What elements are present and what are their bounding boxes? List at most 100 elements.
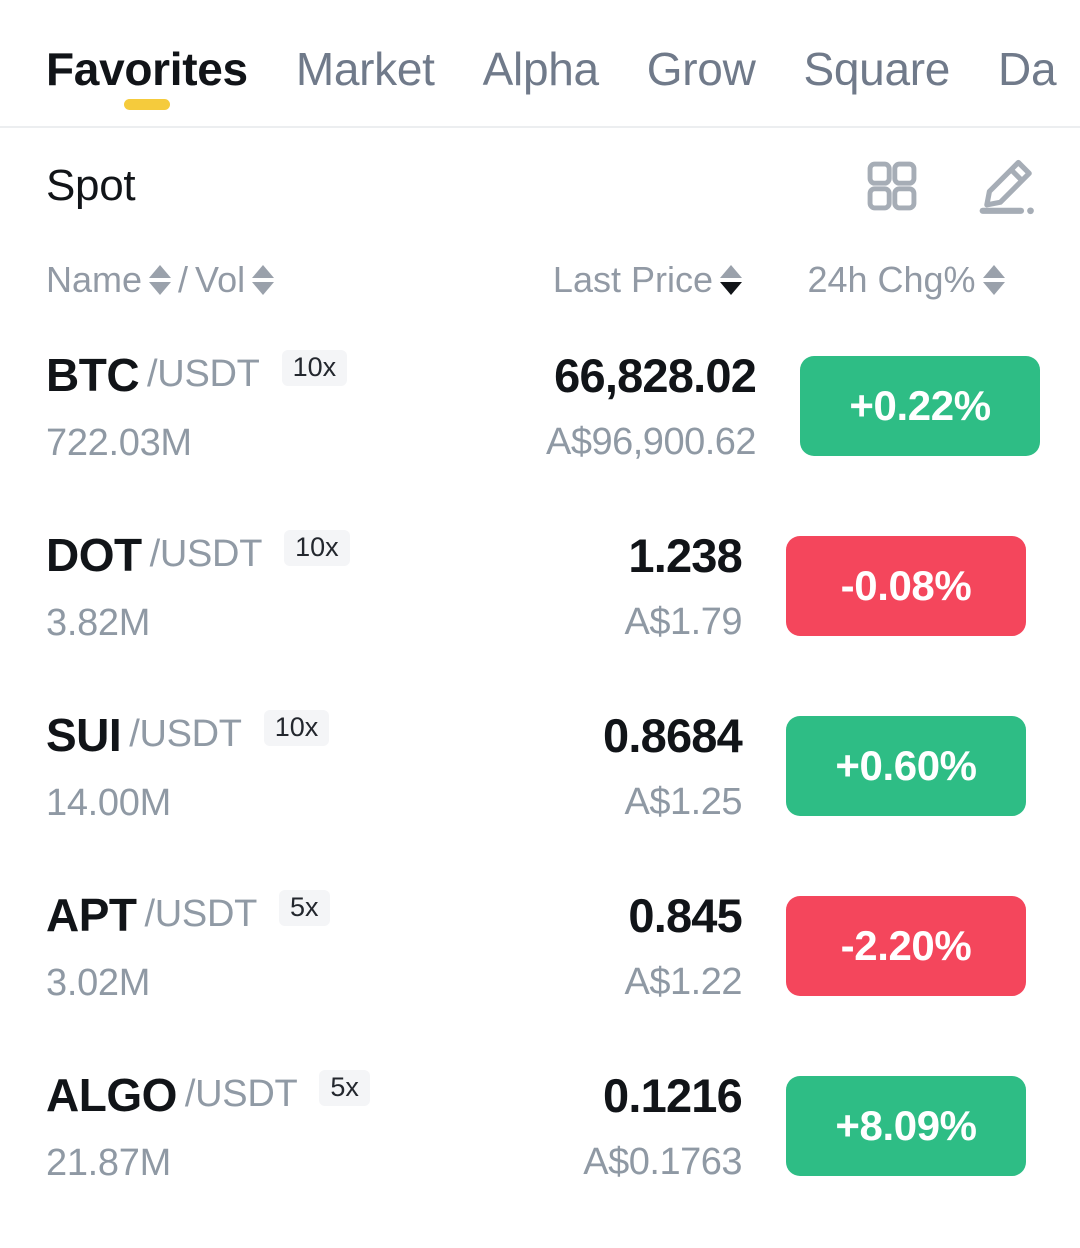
sort-asc-arrow bbox=[720, 265, 742, 278]
change-badge[interactable]: -0.08% bbox=[786, 536, 1026, 636]
last-price: 0.845 bbox=[628, 889, 742, 942]
spot-header-actions bbox=[864, 155, 1038, 217]
column-header-separator: / bbox=[178, 259, 189, 300]
tab-favorites[interactable]: Favorites bbox=[46, 0, 248, 110]
table-column-headers: Name / Vol Last Price 24h Chg% bbox=[0, 244, 1080, 316]
pair-cell: SUI /USDT 10x 14.00M bbox=[46, 708, 546, 825]
change-badge[interactable]: +8.09% bbox=[786, 1076, 1026, 1176]
change-cell: +0.22% bbox=[764, 356, 1054, 456]
column-header-last-price-label: Last Price bbox=[552, 259, 713, 300]
grid-icon bbox=[867, 161, 917, 211]
table-row[interactable]: SUI /USDT 10x 14.00M 0.8684 A$1.25 +0.60… bbox=[46, 676, 1040, 856]
last-price: 1.238 bbox=[628, 529, 742, 582]
column-header-vol-label: Vol bbox=[195, 259, 246, 300]
table-row[interactable]: DOT /USDT 10x 3.82M 1.238 A$1.79 -0.08% bbox=[46, 496, 1040, 676]
tab-favorites-label: Favorites bbox=[46, 43, 248, 95]
page-title: Spot bbox=[46, 161, 136, 210]
change-cell: -0.08% bbox=[750, 536, 1040, 636]
sort-asc-arrow bbox=[149, 265, 172, 278]
leverage-badge: 10x bbox=[263, 709, 330, 746]
pair-cell: BTC /USDT 10x 722.03M bbox=[46, 348, 546, 465]
column-header-change-label: 24h Chg% bbox=[807, 259, 976, 300]
sort-asc-arrow bbox=[982, 265, 1005, 278]
column-header-change[interactable]: 24h Chg% bbox=[750, 259, 1040, 301]
change-cell: +0.60% bbox=[750, 716, 1040, 816]
price-cell: 0.845 A$1.22 bbox=[546, 888, 750, 1004]
sort-desc-arrow bbox=[149, 282, 172, 295]
top-tab-bar: Favorites Market Alpha Grow Square Da bbox=[0, 0, 1080, 128]
price-cell: 0.1216 A$0.1763 bbox=[546, 1068, 750, 1184]
pair-name-line: ALGO /USDT 5x bbox=[46, 1068, 546, 1122]
pair-volume: 722.03M bbox=[46, 421, 192, 464]
pair-name-line: DOT /USDT 10x bbox=[46, 528, 546, 582]
column-header-name-label: Name bbox=[46, 259, 143, 300]
active-tab-indicator bbox=[123, 99, 170, 110]
column-header-last-price[interactable]: Last Price bbox=[546, 259, 750, 301]
pair-symbol: DOT bbox=[46, 528, 142, 581]
pair-name-line: BTC /USDT 10x bbox=[46, 348, 546, 402]
leverage-badge: 10x bbox=[281, 349, 348, 386]
pair-quote: /USDT bbox=[149, 533, 263, 575]
sort-desc-arrow bbox=[252, 282, 275, 295]
sort-desc-arrow-active bbox=[720, 282, 742, 295]
pair-symbol: APT bbox=[46, 888, 137, 941]
spot-section-header: Spot bbox=[0, 128, 1080, 244]
price-cell: 0.8684 A$1.25 bbox=[546, 708, 750, 824]
column-header-name-vol[interactable]: Name / Vol bbox=[46, 259, 546, 301]
sort-toggle-last-price[interactable] bbox=[720, 265, 742, 295]
price-cell: 1.238 A$1.79 bbox=[546, 528, 750, 644]
table-row[interactable]: ALGO /USDT 5x 21.87M 0.1216 A$0.1763 +8.… bbox=[46, 1036, 1040, 1216]
pair-symbol: ALGO bbox=[46, 1068, 177, 1121]
pair-cell: ALGO /USDT 5x 21.87M bbox=[46, 1068, 546, 1185]
fiat-price: A$96,900.62 bbox=[546, 421, 757, 463]
pair-quote: /USDT bbox=[184, 1073, 298, 1115]
pair-quote: /USDT bbox=[129, 713, 242, 755]
pair-volume: 3.02M bbox=[46, 961, 151, 1004]
tab-square[interactable]: Square bbox=[804, 0, 951, 96]
pair-quote: /USDT bbox=[147, 353, 260, 395]
fiat-price: A$1.79 bbox=[624, 601, 743, 643]
tab-data[interactable]: Da bbox=[998, 0, 1057, 96]
price-cell: 66,828.02 A$96,900.62 bbox=[546, 348, 764, 464]
change-badge[interactable]: -2.20% bbox=[786, 896, 1026, 996]
tab-market[interactable]: Market bbox=[296, 0, 435, 96]
leverage-badge: 5x bbox=[279, 889, 330, 926]
fiat-price: A$0.1763 bbox=[583, 1141, 742, 1183]
tab-grow[interactable]: Grow bbox=[647, 0, 756, 96]
pair-symbol: BTC bbox=[46, 348, 140, 401]
grid-view-button[interactable] bbox=[864, 158, 920, 214]
leverage-badge: 5x bbox=[319, 1069, 370, 1106]
sort-toggle-change[interactable] bbox=[982, 265, 1005, 295]
pair-name-line: APT /USDT 5x bbox=[46, 888, 546, 942]
pair-name-line: SUI /USDT 10x bbox=[46, 708, 546, 762]
edit-list-button[interactable] bbox=[976, 155, 1038, 217]
tab-market-label: Market bbox=[295, 43, 435, 95]
tab-alpha-label: Alpha bbox=[482, 43, 599, 95]
last-price: 0.8684 bbox=[603, 709, 743, 762]
fiat-price: A$1.25 bbox=[624, 781, 743, 823]
tab-alpha[interactable]: Alpha bbox=[483, 0, 599, 96]
pair-cell: DOT /USDT 10x 3.82M bbox=[46, 528, 546, 645]
change-badge[interactable]: +0.60% bbox=[786, 716, 1026, 816]
tab-data-label: Da bbox=[998, 43, 1057, 95]
sort-asc-arrow bbox=[252, 265, 275, 278]
change-badge[interactable]: +0.22% bbox=[800, 356, 1041, 456]
pair-volume: 21.87M bbox=[46, 1141, 171, 1184]
pair-volume: 14.00M bbox=[46, 781, 171, 824]
change-cell: -2.20% bbox=[750, 896, 1040, 996]
market-list: BTC /USDT 10x 722.03M 66,828.02 A$96,900… bbox=[0, 316, 1080, 1216]
leverage-badge: 10x bbox=[284, 529, 350, 566]
table-row[interactable]: BTC /USDT 10x 722.03M 66,828.02 A$96,900… bbox=[46, 316, 1041, 496]
tab-square-label: Square bbox=[803, 43, 951, 95]
fiat-price: A$1.22 bbox=[624, 961, 743, 1003]
table-row[interactable]: APT /USDT 5x 3.02M 0.845 A$1.22 -2.20% bbox=[46, 856, 1040, 1036]
last-price: 66,828.02 bbox=[554, 349, 757, 402]
change-cell: +8.09% bbox=[750, 1076, 1040, 1176]
pair-volume: 3.82M bbox=[46, 601, 151, 644]
pair-cell: APT /USDT 5x 3.02M bbox=[46, 888, 546, 1005]
last-price: 0.1216 bbox=[603, 1069, 743, 1122]
pair-quote: /USDT bbox=[144, 893, 258, 935]
sort-toggle-vol[interactable] bbox=[252, 265, 275, 295]
tab-grow-label: Grow bbox=[646, 43, 756, 95]
sort-toggle-name[interactable] bbox=[149, 265, 172, 295]
